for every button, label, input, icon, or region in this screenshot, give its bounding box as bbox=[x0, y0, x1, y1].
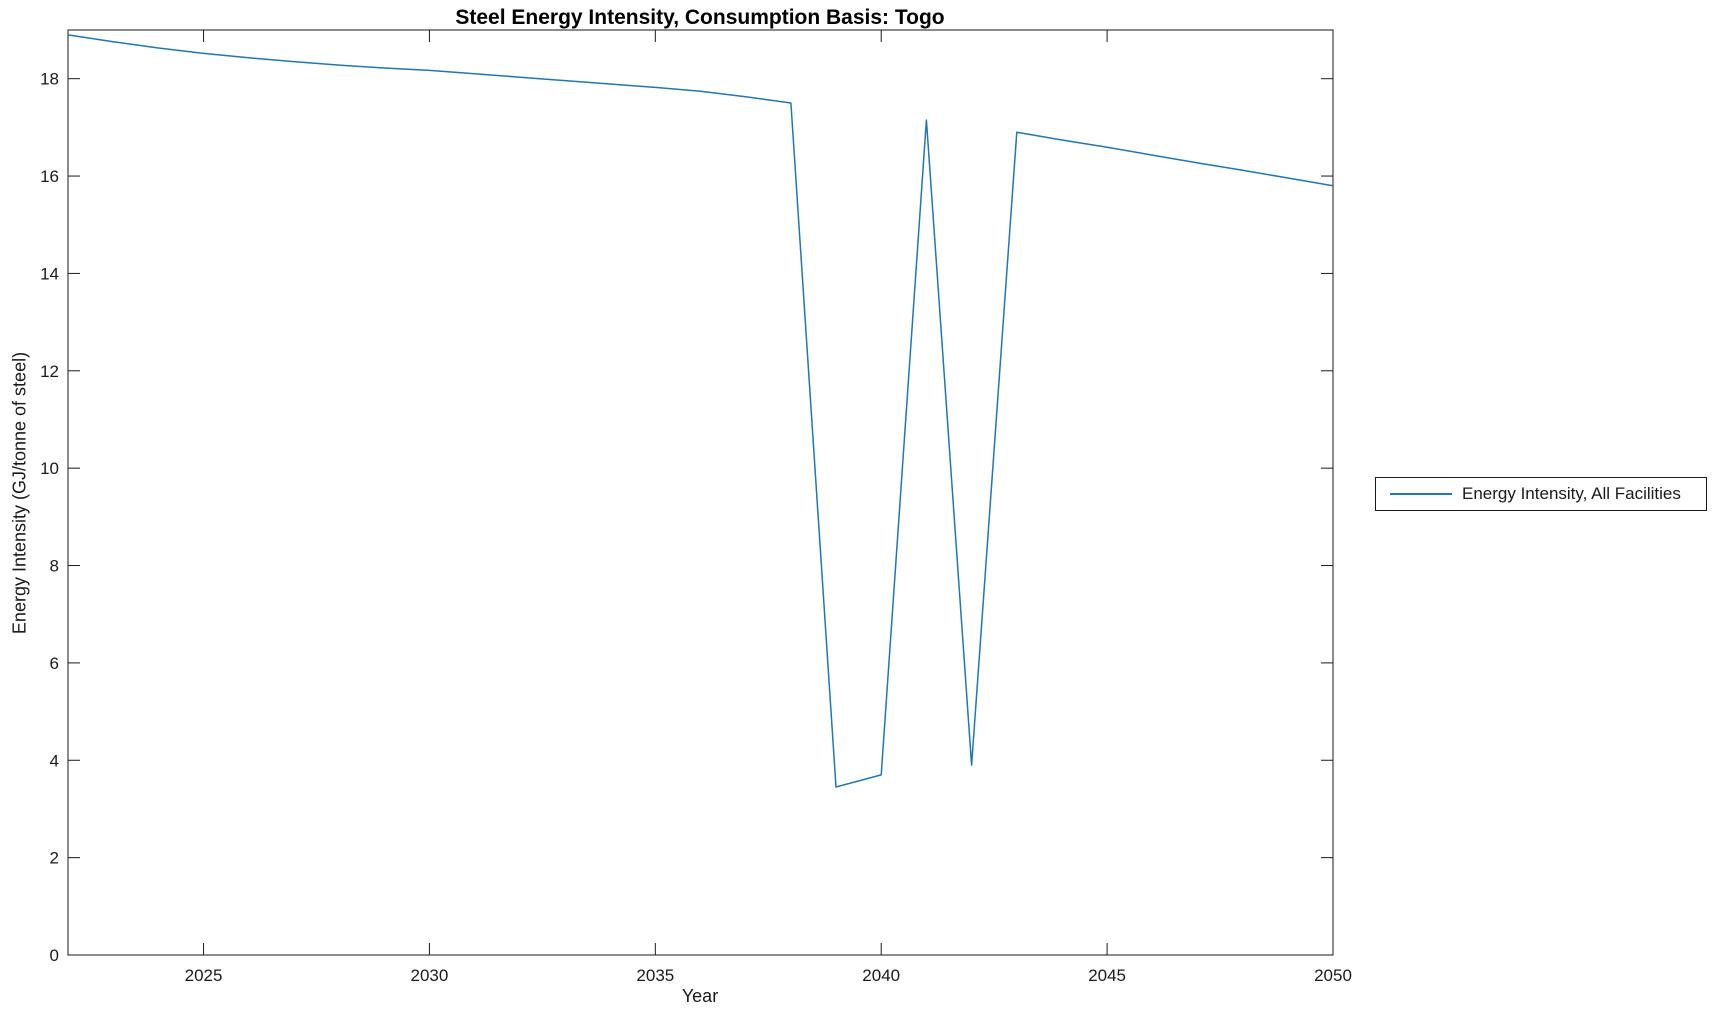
y-tick-label: 6 bbox=[50, 654, 59, 673]
plot-box bbox=[67, 29, 1334, 956]
x-tick-label: 2035 bbox=[636, 966, 674, 985]
y-tick-label: 8 bbox=[50, 557, 59, 576]
legend: Energy Intensity, All Facilities bbox=[1375, 477, 1707, 511]
y-tick-label: 14 bbox=[40, 264, 59, 283]
x-axis-label: Year bbox=[681, 986, 719, 1006]
data-line-energy-intensity bbox=[67, 34, 1334, 788]
x-tick-label: 2050 bbox=[1314, 966, 1352, 985]
y-tick-label: 12 bbox=[40, 362, 59, 381]
y-tick-label: 2 bbox=[50, 849, 59, 868]
y-axis-label: Energy Intensity (GJ/tonne of steel) bbox=[9, 351, 30, 635]
y-tick-label: 16 bbox=[40, 167, 59, 186]
y-tick-label: 0 bbox=[50, 946, 59, 965]
legend-line-swatch bbox=[1390, 493, 1452, 495]
chart-title: Steel Energy Intensity, Consumption Basi… bbox=[455, 6, 945, 29]
x-tick-label: 2025 bbox=[185, 966, 223, 985]
y-tick-label: 18 bbox=[40, 70, 59, 89]
x-tick-label: 2045 bbox=[1088, 966, 1126, 985]
x-tick-label: 2040 bbox=[862, 966, 900, 985]
y-tick-label: 10 bbox=[40, 459, 59, 478]
y-tick-label: 4 bbox=[50, 751, 59, 770]
legend-label: Energy Intensity, All Facilities bbox=[1462, 484, 1681, 503]
x-tick-label: 2030 bbox=[411, 966, 449, 985]
